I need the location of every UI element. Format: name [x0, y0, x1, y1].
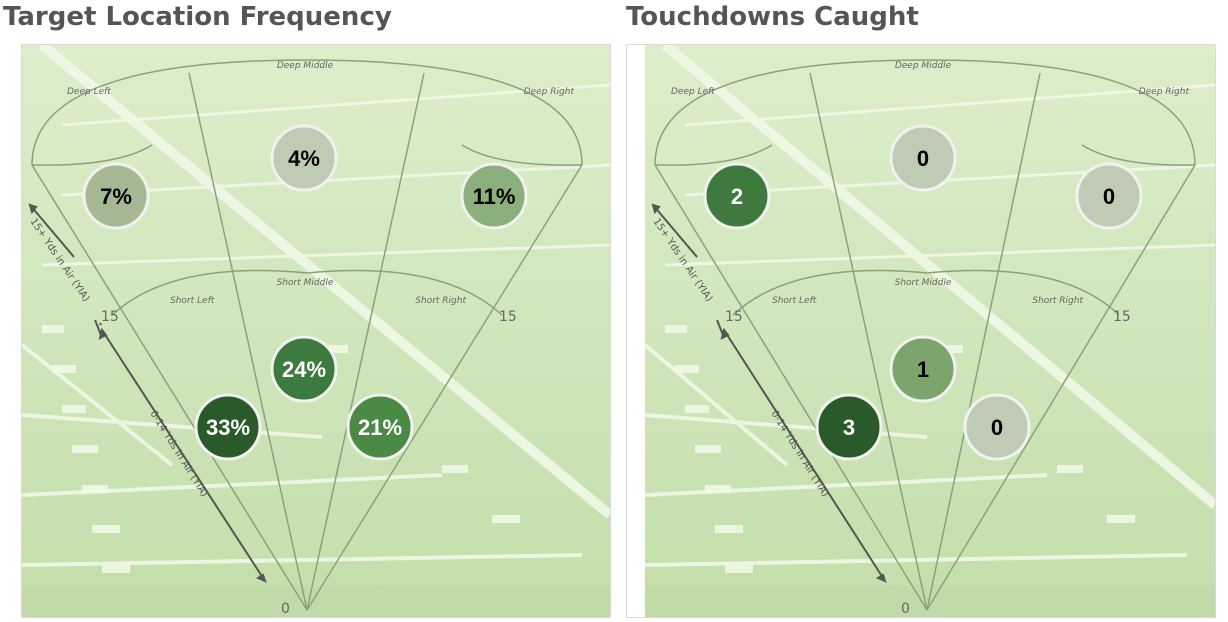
bubble-value: 21%: [358, 415, 402, 440]
bubble-value: 0: [1103, 184, 1115, 209]
label-short-middle: Short Middle: [895, 278, 952, 288]
label-deep-left: Deep Left: [671, 87, 715, 97]
bubble-circle: [194, 393, 262, 461]
zone-bubble-short-left: 3: [815, 393, 883, 461]
field-markings: [22, 45, 610, 567]
axis-arrows: [651, 203, 887, 583]
tick-0: 0: [901, 601, 910, 617]
bubble-value: 7%: [100, 184, 132, 209]
label-short-right: Short Right: [1032, 296, 1083, 306]
zone-bubble-deep-middle: 4%: [270, 124, 338, 192]
bubble-value: 1: [917, 357, 929, 382]
zone-bubble-short-middle: 1: [889, 335, 957, 403]
bubble-value: 2: [731, 184, 743, 209]
bubble-value: 3: [843, 415, 855, 440]
bubble-value: 0: [917, 146, 929, 171]
label-short-right: Short Right: [415, 296, 466, 306]
zone-bubble-deep-middle: 0: [889, 124, 957, 192]
zone-lines: [654, 59, 1196, 611]
zone-bubble-deep-right: 0: [1075, 162, 1143, 230]
bubble-circle: [270, 124, 338, 192]
zone-bubble-short-right: 21%: [346, 393, 414, 461]
label-deep-middle: Deep Middle: [277, 61, 334, 71]
bubble-value: 24%: [282, 357, 326, 382]
bubble-value: 4%: [288, 146, 320, 171]
zone-bubble-short-right: 0: [963, 393, 1031, 461]
zone-bubbles: 2 0 0 3 1 0: [703, 124, 1143, 461]
bubble-value: 11%: [473, 184, 516, 209]
bubble-circle: [270, 335, 338, 403]
label-short-left: Short Left: [170, 296, 215, 306]
label-deep-right: Deep Right: [524, 87, 575, 97]
label-deep-left: Deep Left: [67, 87, 111, 97]
field-shadow: [645, 585, 1215, 617]
label-deep-right: Deep Right: [1139, 87, 1190, 97]
label-deep-middle: Deep Middle: [895, 61, 952, 71]
tick-15-right: 15: [1113, 309, 1131, 325]
bubble-value: 0: [991, 415, 1003, 440]
label-short-middle: Short Middle: [277, 278, 334, 288]
bubble-circle: [82, 162, 150, 230]
zone-bubble-deep-left: 2: [703, 162, 771, 230]
bubble-circle: [889, 124, 957, 192]
field-diagram: Deep Left Deep Middle Deep Right Short L…: [643, 45, 1215, 617]
zone-bubble-short-left: 33%: [194, 393, 262, 461]
panel-title: Target Location Frequency: [3, 2, 392, 32]
zone-bubble-deep-left: 7%: [82, 162, 150, 230]
zone-lines: [31, 59, 583, 611]
bubble-value: 33%: [206, 415, 250, 440]
bubble-circle: [1075, 162, 1143, 230]
field-shadow: [22, 585, 610, 617]
bubble-circle: [889, 335, 957, 403]
field-diagram: Deep Left Deep Middle Deep Right Short L…: [22, 45, 610, 617]
label-short-left: Short Left: [772, 296, 817, 306]
tick-15-left: 15: [725, 309, 743, 325]
bubble-circle: [460, 162, 528, 230]
bubble-circle: [815, 393, 883, 461]
tick-0: 0: [281, 601, 290, 617]
axis-arrows: [28, 203, 267, 583]
target-frequency-panel: Deep Left Deep Middle Deep Right Short L…: [21, 44, 611, 618]
field-markings: [643, 45, 1215, 567]
zone-bubble-deep-right: 11%: [460, 162, 528, 230]
panel-title: Touchdowns Caught: [626, 2, 919, 32]
bubble-circle: [703, 162, 771, 230]
tick-15-left: 15: [101, 309, 119, 325]
zone-bubble-short-middle: 24%: [270, 335, 338, 403]
tick-15-right: 15: [499, 309, 517, 325]
zone-bubbles: 7% 4% 11% 33% 24% 21%: [82, 124, 528, 461]
bubble-circle: [346, 393, 414, 461]
touchdowns-panel: Deep Left Deep Middle Deep Right Short L…: [626, 44, 1216, 618]
bubble-circle: [963, 393, 1031, 461]
